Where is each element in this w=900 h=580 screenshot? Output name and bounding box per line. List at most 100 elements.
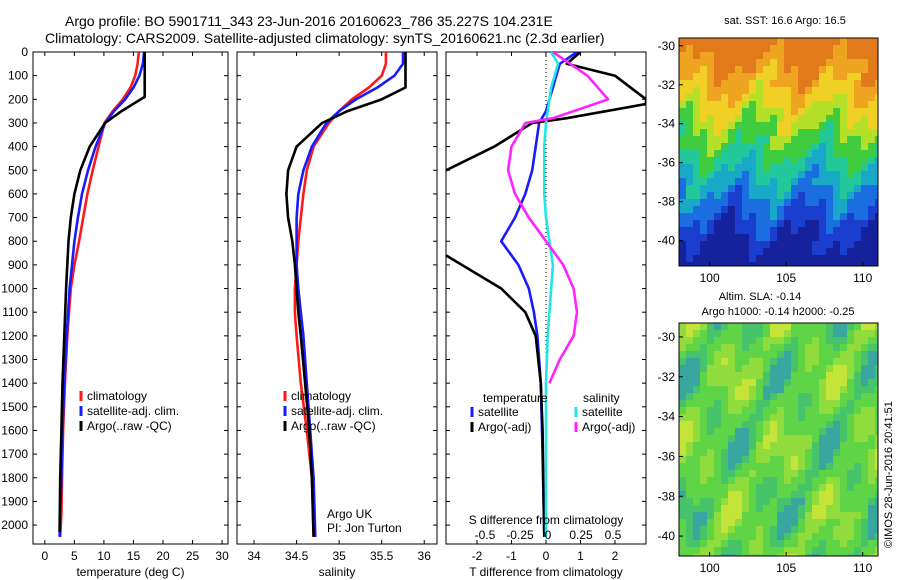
map-cell: [833, 449, 841, 457]
map-cell: [679, 463, 687, 471]
map-cell: [756, 386, 764, 394]
map-cell: [714, 540, 722, 548]
map-cell: [812, 164, 820, 172]
map-cell: [749, 519, 757, 527]
map-cell: [693, 129, 701, 137]
map-cell: [812, 73, 820, 81]
map-cell: [854, 52, 862, 60]
map-cell: [833, 477, 841, 485]
map-cell: [798, 456, 806, 464]
map-cell: [840, 94, 848, 102]
map-cell: [763, 248, 771, 256]
map-cell: [735, 192, 743, 200]
map-cell: [728, 407, 736, 415]
map-cell: [875, 407, 878, 415]
map-cell: [861, 262, 869, 266]
map-cell: [847, 330, 855, 338]
map-cell: [693, 505, 701, 513]
map-cell: [861, 554, 869, 556]
map-cell: [840, 101, 848, 109]
series-group: [285, 52, 407, 537]
map-cell: [854, 45, 862, 53]
map-cell: [679, 484, 687, 492]
map-cell: [847, 456, 855, 464]
map-cell: [707, 330, 715, 338]
map-cell: [756, 136, 764, 144]
map-cell: [875, 45, 878, 53]
map-cell: [714, 470, 722, 478]
map-cell: [749, 157, 757, 165]
map-frame: [678, 322, 879, 557]
map-cell: [721, 414, 729, 422]
map-cell: [861, 136, 869, 144]
map-cell: [805, 407, 813, 415]
map-cell: [805, 512, 813, 520]
map-cell: [749, 59, 757, 67]
map-cell: [770, 101, 778, 109]
map-cell: [742, 255, 750, 263]
map-cell: [840, 45, 848, 53]
map-cell: [770, 330, 778, 338]
map-cell: [721, 470, 729, 478]
map-cell: [728, 358, 736, 366]
map-cell: [714, 498, 722, 506]
map-cell: [728, 393, 736, 401]
map-cell: [833, 206, 841, 214]
map-cell: [721, 463, 729, 471]
map-cell: [777, 323, 785, 331]
map-cell: [700, 484, 708, 492]
map-cell: [700, 178, 708, 186]
map-cell: [861, 255, 869, 263]
map-cell: [700, 164, 708, 172]
map-cell: [784, 59, 792, 67]
map-cell: [847, 262, 855, 266]
map-cell: [826, 491, 834, 499]
map-cell: [784, 150, 792, 158]
map-cell: [777, 491, 785, 499]
map-cell: [861, 241, 869, 249]
map-cell: [854, 115, 862, 123]
map-cell: [826, 101, 834, 109]
map-cell: [833, 470, 841, 478]
map-cell: [686, 101, 694, 109]
map-cell: [826, 108, 834, 116]
map-cell: [749, 393, 757, 401]
map-cell: [854, 234, 862, 242]
map-cell: [700, 213, 708, 221]
map-cell: [840, 171, 848, 179]
map-cell: [735, 213, 743, 221]
map-cell: [735, 491, 743, 499]
map-cell: [854, 449, 862, 457]
map-cell: [728, 414, 736, 422]
map-cell: [868, 66, 876, 74]
map-cell: [693, 73, 701, 81]
map-cell: [840, 379, 848, 387]
map-cell: [791, 192, 799, 200]
map-cell: [791, 185, 799, 193]
y-tick-label: 400: [8, 140, 28, 154]
map-cell: [714, 484, 722, 492]
map-cell: [826, 365, 834, 373]
map-cell: [707, 512, 715, 520]
map-cell: [868, 129, 876, 137]
map-cell: [686, 108, 694, 116]
map-cell: [714, 393, 722, 401]
map-cell: [819, 463, 827, 471]
map-cell: [812, 358, 820, 366]
map-cell: [728, 73, 736, 81]
map-cell: [714, 435, 722, 443]
map-cell: [805, 351, 813, 359]
map-cell: [791, 122, 799, 130]
map-cell: [756, 365, 764, 373]
map-cell: [784, 115, 792, 123]
map-cell: [805, 463, 813, 471]
map-cell: [693, 442, 701, 450]
map-cell: [679, 393, 687, 401]
map-cell: [812, 372, 820, 380]
map-cell: [791, 435, 799, 443]
map-cell: [791, 456, 799, 464]
map-cell: [742, 351, 750, 359]
map-cell: [833, 505, 841, 513]
map-cell: [721, 456, 729, 464]
map-cell: [784, 94, 792, 102]
